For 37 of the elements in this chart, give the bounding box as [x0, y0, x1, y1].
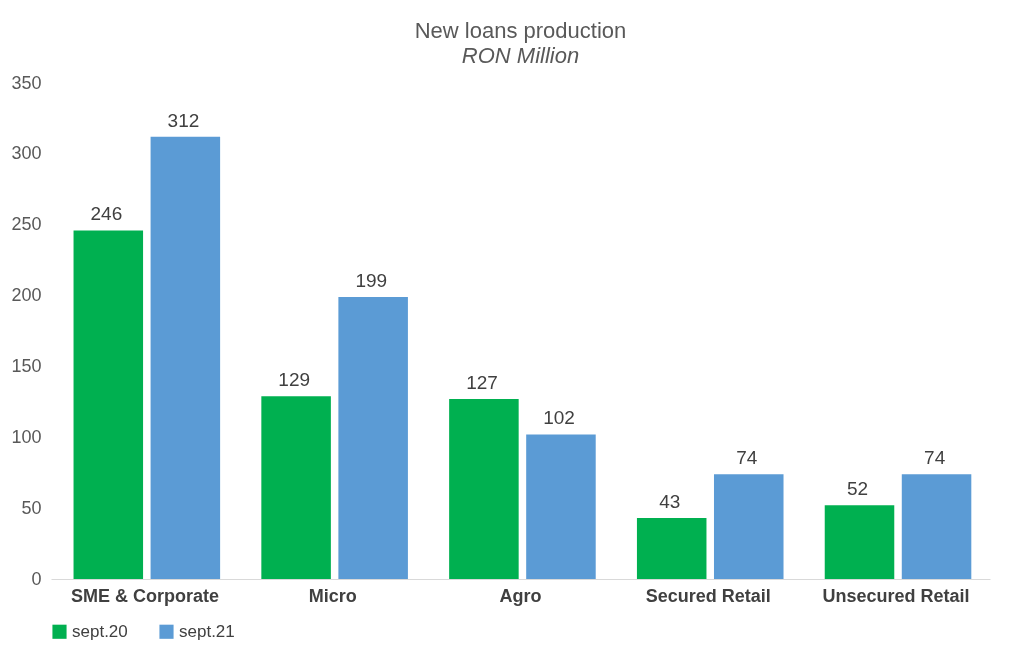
y-tick-label: 300 [11, 143, 42, 164]
data-label: 74 [924, 447, 946, 469]
x-tick-label: SME & Corporate [70, 585, 219, 606]
x-tick-label: Secured Retail [645, 585, 771, 606]
bar [824, 505, 895, 579]
bar [150, 136, 221, 579]
data-label: 199 [355, 269, 388, 291]
data-label: 246 [90, 203, 123, 225]
bar [338, 296, 408, 579]
y-tick-label: 150 [11, 355, 42, 376]
data-label: 129 [278, 369, 311, 391]
data-label: 43 [659, 491, 681, 513]
bar [449, 399, 519, 579]
bar [261, 396, 331, 579]
y-tick-label: 0 [31, 568, 42, 589]
data-label: 127 [466, 372, 498, 394]
y-tick-label: 250 [11, 214, 42, 235]
data-label: 312 [167, 109, 200, 131]
bar [901, 474, 972, 579]
bar [73, 230, 144, 579]
x-tick-label: Unsecured Retail [822, 585, 970, 606]
x-tick-label: Agro [499, 585, 542, 606]
data-label: 52 [847, 478, 869, 500]
legend-label: sept.20 [72, 621, 128, 641]
legend-label: sept.21 [179, 621, 235, 641]
bar [636, 518, 707, 579]
chart-subtitle: RON Million [461, 43, 580, 68]
data-label: 102 [543, 407, 575, 429]
bar [526, 434, 596, 579]
x-tick-label: Micro [308, 585, 357, 606]
y-tick-label: 100 [11, 426, 42, 447]
data-label: 74 [736, 447, 758, 469]
y-tick-label: 50 [21, 497, 42, 518]
y-tick-label: 350 [11, 72, 42, 93]
y-tick-label: 200 [11, 285, 42, 306]
chart-title: New loans production [414, 18, 627, 43]
bar [713, 474, 784, 579]
